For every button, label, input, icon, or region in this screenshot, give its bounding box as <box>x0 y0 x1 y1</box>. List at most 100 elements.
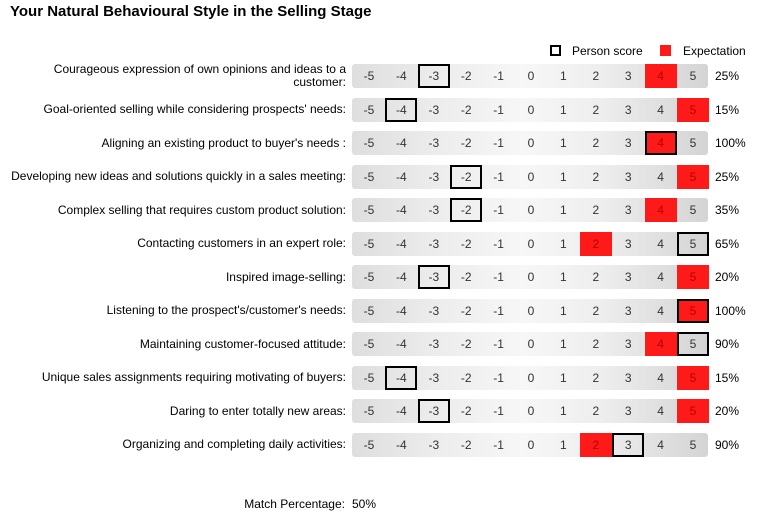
scale-cell: 4 <box>657 370 664 385</box>
row-label: Listening to the prospect's/customer's n… <box>106 303 346 317</box>
scale-cell: -3 <box>428 203 440 217</box>
scale-cell: 1 <box>560 136 567 150</box>
scale-cell: -2 <box>460 102 472 117</box>
scale-cell: -5 <box>363 136 375 150</box>
scale-cell: 0 <box>527 404 535 418</box>
scale-cell: 0 <box>527 337 535 351</box>
person-score-cell: 3 <box>612 432 645 457</box>
scale-cell: 5 <box>689 69 697 83</box>
person-score-cell: -3 <box>417 399 450 423</box>
scale-cell: 2 <box>592 370 600 385</box>
scale-cell: -2 <box>460 270 472 284</box>
scale-cell: -4 <box>396 437 407 452</box>
row-label: Maintaining customer-focused attitude: <box>139 336 346 351</box>
row-label: Contacting customers in an expert role: <box>137 236 346 250</box>
scale-cell: 1 <box>560 102 567 117</box>
scale-cell: -4 <box>396 404 407 418</box>
scale-cell: -4 <box>396 337 407 351</box>
scale-cell: 1 <box>560 203 567 217</box>
row-label: Developing new ideas and solutions quick… <box>11 169 346 183</box>
scale-cell: 4 <box>657 303 664 318</box>
scale-cell: 5 <box>689 203 697 217</box>
scale-cell: 0 <box>527 437 535 452</box>
scale-cell: 4 <box>657 236 664 251</box>
score-row: Unique sales assignments requiring motiv… <box>0 362 784 394</box>
scale-cell: 4 <box>657 404 664 418</box>
person-score-cell: -3 <box>417 64 450 88</box>
row-percentage: 100% <box>715 136 746 150</box>
expectation-cell: 5 <box>677 399 709 423</box>
score-scale-track: -5 -4 -3 -2 -1 0 1 2 3 4 5 <box>352 432 708 457</box>
scale-cell: -1 <box>493 437 504 452</box>
scale-cell: 2 <box>592 404 600 418</box>
scale-cell: 2 <box>592 203 600 217</box>
score-scale-track: -5 -4 -3 -2 -1 0 1 2 3 4 5 <box>352 332 709 356</box>
scale-cell: -5 <box>363 203 375 217</box>
scale-cell: 3 <box>624 236 632 251</box>
person-score-cell: -4 <box>385 365 418 390</box>
scale-cell: -5 <box>363 169 375 184</box>
scale-cell: -1 <box>493 102 504 117</box>
scale-cell: -5 <box>363 404 375 418</box>
score-row: Maintaining customer-focused attitude: -5… <box>0 328 784 360</box>
scale-cell: -5 <box>363 102 375 117</box>
person-score-cell: 5 <box>677 332 709 356</box>
scale-cell: -5 <box>363 69 375 83</box>
scale-cell: -3 <box>428 236 440 251</box>
scale-cell: 4 <box>657 102 664 117</box>
scale-cell: 4 <box>657 437 664 452</box>
score-scale-track: -5 -4 -3 -2 -1 0 1 2 3 4 5 <box>352 365 709 390</box>
row-percentage: 90% <box>715 337 740 351</box>
scale-cell: -1 <box>493 404 504 418</box>
score-row: Listening to the prospect's/customer's n… <box>0 295 784 327</box>
scale-cell: -2 <box>460 437 472 452</box>
scale-cell: -5 <box>363 270 375 284</box>
scale-cell: -4 <box>396 236 407 251</box>
legend-person-label: Person score <box>572 44 643 58</box>
scale-cell: 0 <box>527 69 535 83</box>
scale-cell: -2 <box>460 404 472 418</box>
scale-cell: -3 <box>428 102 440 117</box>
scale-cell: 3 <box>624 370 632 385</box>
scale-cell: 0 <box>527 270 535 284</box>
scale-cell: 3 <box>624 337 632 351</box>
scale-cell: 2 <box>592 270 600 284</box>
scale-cell: -2 <box>460 370 472 385</box>
row-percentage: 100% <box>715 303 746 318</box>
expectation-cell: 5 <box>677 265 709 289</box>
scale-cell: -1 <box>493 136 504 150</box>
match-percentage-value: 50% <box>352 497 377 511</box>
scale-cell: 0 <box>527 136 535 150</box>
scale-cell: 3 <box>624 69 632 83</box>
row-label: Inspired image-selling: <box>225 269 346 284</box>
scale-cell: 1 <box>560 169 567 184</box>
expectation-cell: 4 <box>644 64 677 88</box>
expectation-cell: 5 <box>677 365 709 390</box>
row-label: Organizing and completing daily activiti… <box>122 437 346 451</box>
row-percentage: 20% <box>715 404 740 418</box>
scale-cell: -4 <box>396 69 407 83</box>
expectation-cell: 5 <box>677 97 709 122</box>
score-scale-track: -5 -4 -3 -2 -1 0 1 2 3 4 5 <box>352 64 708 88</box>
scale-cell: 2 <box>592 303 600 318</box>
person-score-cell: -2 <box>450 164 483 189</box>
row-label: Aligning an existing product to buyer's … <box>101 135 346 150</box>
score-scale-track: -5 -4 -3 -2 -1 0 1 2 3 4 5 <box>352 198 708 222</box>
score-scale-track: -5 -4 -3 -2 -1 0 1 2 3 4 5 <box>352 164 709 189</box>
scale-cell: -3 <box>428 370 440 385</box>
person-score-cell: 5 <box>677 231 709 256</box>
scale-cell: -3 <box>428 303 440 318</box>
scale-cell: -1 <box>493 303 504 318</box>
expectation-cell: 2 <box>579 231 612 256</box>
row-percentage: 65% <box>715 236 740 251</box>
legend-expectation-label: Expectation <box>683 44 746 58</box>
scale-cell: -2 <box>460 303 472 318</box>
scale-cell: -5 <box>363 236 375 251</box>
scale-cell: -2 <box>460 136 472 150</box>
score-row: Courageous expression of own opinions an… <box>0 60 784 92</box>
scale-cell: 2 <box>592 69 600 83</box>
score-row: Goal-oriented selling while considering … <box>0 94 784 126</box>
scale-cell: 1 <box>560 303 567 318</box>
scale-cell: -5 <box>363 370 375 385</box>
score-scale-track: -5 -4 -3 -2 -1 0 1 2 3 4 5 <box>352 231 709 256</box>
